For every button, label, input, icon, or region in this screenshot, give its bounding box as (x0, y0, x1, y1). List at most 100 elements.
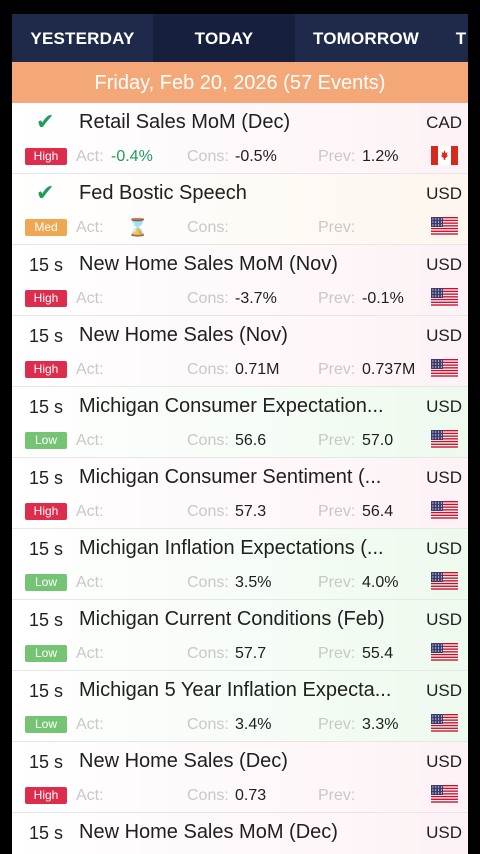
date-tabs: YESTERDAY TODAY TOMORROW T (12, 14, 468, 62)
previous-label: Prev: (318, 574, 356, 591)
previous-value: 3.3% (362, 716, 399, 733)
actual-label: Act: (76, 432, 104, 449)
event-title: Fed Bostic Speech (79, 182, 247, 204)
event-row[interactable]: 15 s Michigan Inflation Expectations (...… (12, 529, 468, 600)
actual-label: Act: (76, 219, 104, 236)
actual-label: Act: (76, 290, 104, 307)
previous-value: -0.1% (362, 290, 404, 307)
event-currency: CAD (426, 113, 462, 132)
event-title: New Home Sales (Dec) (79, 750, 288, 772)
previous-label: Prev: (318, 361, 356, 378)
event-row[interactable]: 15 s Michigan 5 Year Inflation Expecta...… (12, 671, 468, 742)
previous-label: Prev: (318, 290, 356, 307)
consensus-label: Cons: (187, 574, 229, 591)
event-row[interactable]: ✔ Fed Bostic Speech USD Med Act: ⌛ Cons: Prev: (12, 174, 468, 245)
event-currency: USD (426, 397, 462, 416)
event-title: New Home Sales (Nov) (79, 324, 288, 346)
event-currency: USD (426, 468, 462, 487)
consensus-value: 56.6 (235, 432, 267, 449)
previous-value: 4.0% (362, 574, 399, 591)
consensus-label: Cons: (187, 432, 229, 449)
event-currency: USD (426, 255, 462, 274)
row-divider (12, 173, 468, 174)
consensus-value: -3.7% (235, 290, 277, 307)
previous-label: Prev: (318, 503, 356, 520)
event-row[interactable]: 15 s New Home Sales MoM (Nov) USD High Act: C… (12, 245, 468, 316)
consensus-label: Cons: (187, 148, 229, 165)
actual-label: Act: (76, 148, 104, 165)
event-time: 15 s (29, 255, 64, 275)
event-time: 15 s (29, 681, 64, 701)
event-currency: USD (426, 610, 462, 629)
impact-badge: High (25, 787, 67, 804)
event-title: New Home Sales MoM (Dec) (79, 821, 338, 843)
us-flag-icon (431, 572, 458, 591)
us-flag-icon (431, 217, 458, 236)
consensus-label: Cons: (187, 290, 229, 307)
event-time: 15 s (29, 610, 64, 630)
row-divider (12, 599, 468, 600)
us-flag-icon (431, 430, 458, 449)
event-row[interactable]: 15 s New Home Sales (Nov) USD High Act: Cons:… (12, 316, 468, 387)
event-time: 15 s (29, 539, 64, 559)
consensus-label: Cons: (187, 645, 229, 662)
consensus-value: 57.7 (235, 645, 267, 662)
impact-badge: High (25, 361, 67, 378)
previous-label: Prev: (318, 148, 356, 165)
us-flag-icon (431, 785, 458, 804)
date-header: Friday, Feb 20, 2026 (57 Events) (12, 62, 468, 103)
consensus-label: Cons: (187, 361, 229, 378)
event-row[interactable]: 15 s Michigan Consumer Sentiment (... USD H… (12, 458, 468, 529)
actual-label: Act: (76, 716, 104, 733)
event-row[interactable]: 15 s New Home Sales (Dec) USD High Act: Cons:… (12, 742, 468, 813)
us-flag-icon (431, 501, 458, 520)
event-title: Michigan 5 Year Inflation Expecta... (79, 679, 392, 701)
row-divider (12, 457, 468, 458)
row-divider (12, 315, 468, 316)
event-time: 15 s (29, 468, 64, 488)
row-divider (12, 670, 468, 671)
actual-label: Act: (76, 574, 104, 591)
event-title: Michigan Consumer Expectation... (79, 395, 384, 417)
impact-badge: Low (25, 716, 67, 733)
previous-value: 55.4 (362, 645, 394, 662)
event-title: Michigan Current Conditions (Feb) (79, 608, 385, 630)
consensus-value: 3.4% (235, 716, 272, 733)
event-row[interactable]: 15 s Michigan Consumer Expectation... USD L… (12, 387, 468, 458)
event-currency: USD (426, 326, 462, 345)
consensus-value: 3.5% (235, 574, 272, 591)
row-divider (12, 812, 468, 813)
previous-label: Prev: (318, 219, 356, 236)
event-row[interactable]: 15 s Michigan Current Conditions (Feb) USD… (12, 600, 468, 671)
row-divider (12, 244, 468, 245)
check-icon: ✔ (36, 109, 55, 134)
row-divider (12, 386, 468, 387)
event-time: 15 s (29, 823, 64, 843)
previous-value: 1.2% (362, 148, 399, 165)
event-currency: USD (426, 539, 462, 558)
check-icon: ✔ (36, 180, 55, 205)
previous-label: Prev: (318, 645, 356, 662)
event-title: Retail Sales MoM (Dec) (79, 111, 291, 133)
event-row[interactable]: ✔ Retail Sales MoM (Dec) CAD High Act: -0.4% C… (12, 103, 468, 174)
hourglass-icon: ⌛ (127, 218, 149, 237)
event-time: 15 s (29, 397, 64, 417)
previous-label: Prev: (318, 716, 356, 733)
event-currency: USD (426, 681, 462, 700)
previous-value: 56.4 (362, 503, 394, 520)
event-currency: USD (426, 752, 462, 771)
tab-tomorrow[interactable]: TOMORROW (312, 29, 420, 48)
impact-badge: High (25, 148, 67, 165)
impact-badge: Med (25, 219, 67, 236)
impact-badge: High (25, 290, 67, 307)
us-flag-icon (431, 359, 458, 378)
actual-label: Act: (76, 361, 104, 378)
event-list[interactable]: ✔ Retail Sales MoM (Dec) CAD High Act: -0.4% C… (12, 103, 468, 854)
impact-badge: Low (25, 645, 67, 662)
event-title: New Home Sales MoM (Nov) (79, 253, 338, 275)
tab-today[interactable]: TODAY (153, 14, 295, 62)
us-flag-icon (431, 643, 458, 662)
tab-next-partial[interactable]: T (455, 29, 467, 48)
tab-yesterday[interactable]: YESTERDAY (30, 29, 135, 48)
